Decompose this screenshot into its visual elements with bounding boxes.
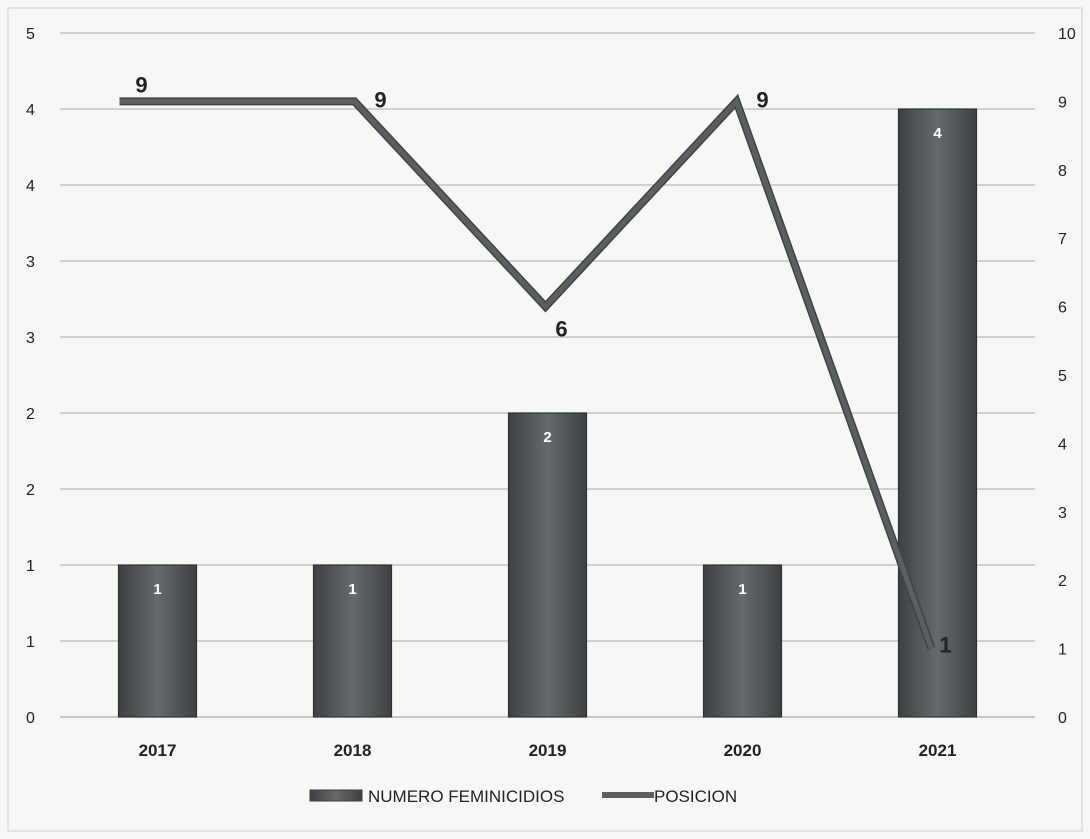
y-left-tick-label: 4 (26, 178, 35, 195)
bar (117, 564, 198, 718)
y-right-tick-label: 2 (1058, 573, 1067, 590)
line-path (119, 96, 934, 650)
line-point-label: 9 (374, 87, 386, 112)
y-left-tick-label: 3 (26, 330, 35, 347)
line-point-label: 6 (555, 317, 567, 342)
left-axis: 0 1 1 2 2 3 3 4 4 5 (26, 26, 35, 727)
y-right-tick-label: 3 (1058, 505, 1067, 522)
bar (897, 108, 978, 718)
x-tick-label: 2018 (334, 741, 372, 760)
bar-value-label: 4 (933, 125, 942, 142)
x-axis: 2017 2018 2019 2020 2021 (139, 741, 957, 760)
y-left-tick-label: 4 (26, 102, 35, 119)
y-right-tick-label: 7 (1058, 231, 1067, 248)
legend-label-line: POSICION (654, 787, 737, 806)
bar (507, 412, 588, 718)
y-right-tick-label: 6 (1058, 300, 1067, 317)
y-right-tick-label: 1 (1058, 642, 1067, 659)
x-tick-label: 2021 (919, 741, 957, 760)
y-left-tick-label: 5 (26, 26, 35, 43)
legend: NUMERO FEMINICIDIOS POSICION (309, 787, 737, 806)
y-right-tick-label: 0 (1058, 710, 1067, 727)
chart-border (7, 7, 1083, 832)
bar-series: 1 1 2 1 4 (117, 108, 978, 718)
y-right-tick-label: 5 (1058, 368, 1067, 385)
bar-value-label: 1 (738, 581, 746, 598)
y-left-tick-label: 2 (26, 482, 35, 499)
bar-value-label: 2 (543, 429, 551, 446)
bar (312, 564, 393, 718)
line-series: 9 9 6 9 1 (119, 72, 952, 658)
y-right-tick-label: 8 (1058, 163, 1067, 180)
x-tick-label: 2017 (139, 741, 177, 760)
legend-swatch-bars (309, 789, 363, 802)
bar (702, 564, 783, 718)
legend-label-bars: NUMERO FEMINICIDIOS (368, 787, 564, 806)
line-point-label: 9 (135, 72, 147, 97)
y-left-tick-label: 1 (26, 558, 35, 575)
y-left-tick-label: 3 (26, 254, 35, 271)
right-axis: 0 1 2 3 4 5 6 7 8 9 10 (1058, 26, 1076, 727)
y-right-tick-label: 9 (1058, 94, 1067, 111)
line-point-label: 9 (756, 87, 768, 112)
y-left-tick-label: 2 (26, 406, 35, 423)
bar-value-label: 1 (348, 581, 356, 598)
y-right-tick-label: 10 (1058, 26, 1076, 43)
x-tick-label: 2020 (724, 741, 762, 760)
bar-value-label: 1 (153, 581, 161, 598)
y-right-tick-label: 4 (1058, 436, 1067, 453)
x-tick-label: 2019 (529, 741, 567, 760)
y-left-tick-label: 1 (26, 634, 35, 651)
y-left-tick-label: 0 (26, 710, 35, 727)
line-point-label: 1 (939, 633, 951, 658)
